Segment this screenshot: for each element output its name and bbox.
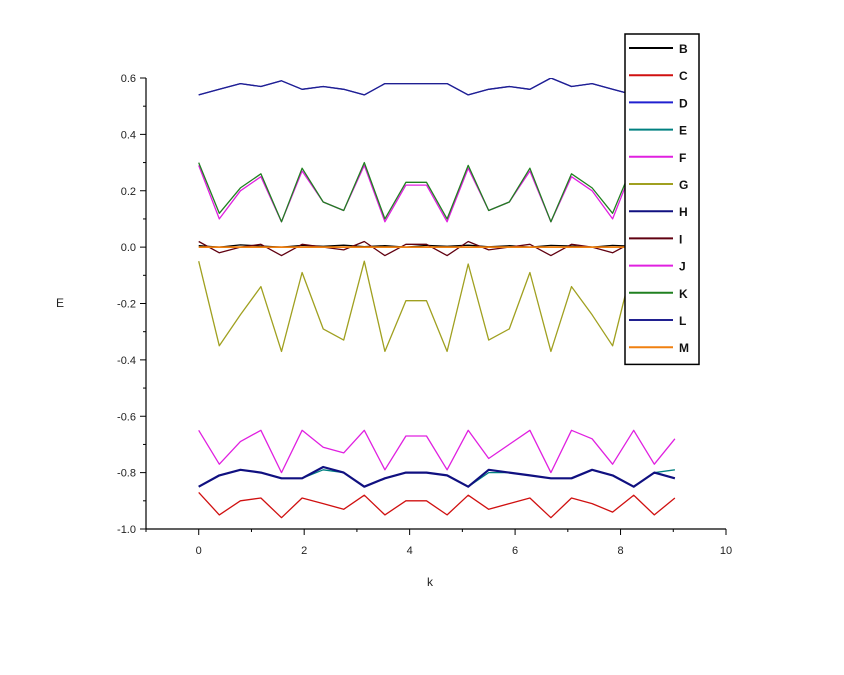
x-tick-label: 6	[512, 545, 518, 557]
series-line-l	[198, 78, 675, 96]
legend-label: H	[679, 205, 688, 219]
series-line-i	[198, 240, 675, 257]
y-tick-label: 0.4	[121, 129, 136, 141]
legend-label: G	[679, 178, 688, 192]
y-tick-label: 0.6	[121, 73, 136, 85]
legend-label: E	[679, 124, 687, 138]
legend-label: D	[679, 96, 688, 110]
series-line-h	[198, 465, 676, 488]
x-tick-label: 4	[407, 545, 413, 557]
legend-label: B	[679, 42, 688, 56]
y-tick-label: 0.2	[121, 186, 136, 198]
legend-label: I	[679, 232, 682, 246]
ticks-layer: 0.6 0.4 0.2 0.0 -0.2 -0.4 -0.6 -0.8 -1.0 0 2 4 6 8 10	[117, 73, 732, 557]
y-tick-label: -0.8	[117, 468, 136, 480]
series-line-c	[198, 491, 676, 519]
series-line-j	[198, 164, 676, 223]
y-tick-label: -0.4	[117, 355, 136, 367]
legend-label: K	[679, 287, 688, 301]
series-line-k	[198, 161, 676, 223]
y-tick-label: -1.0	[117, 524, 136, 536]
x-axis-title: k	[427, 575, 434, 589]
legend-label: J	[679, 260, 686, 274]
legend-box	[624, 33, 700, 366]
y-axis-title: E	[56, 296, 64, 310]
legend-label: L	[679, 314, 686, 328]
y-tick-label: 0.0	[121, 242, 136, 254]
x-tick-label: 8	[617, 545, 623, 557]
x-tick-label: 10	[720, 545, 732, 557]
x-tick-label: 2	[301, 545, 307, 557]
series-line-g	[198, 260, 676, 353]
y-tick-label: -0.2	[117, 299, 136, 311]
series-line-f	[198, 429, 676, 474]
legend-label: C	[679, 69, 688, 83]
legend-label: M	[679, 341, 689, 355]
y-tick-label: -0.6	[117, 411, 136, 423]
x-tick-label: 0	[196, 545, 202, 557]
legend-label: F	[679, 151, 686, 165]
series-layer	[198, 78, 676, 519]
